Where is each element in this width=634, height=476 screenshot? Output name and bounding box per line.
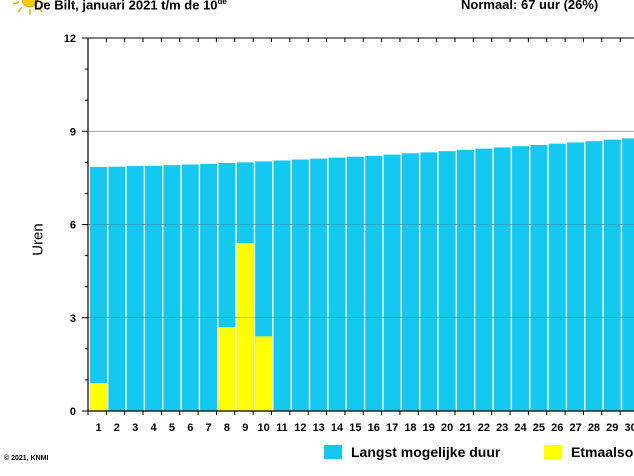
legend-item-max-duration: Langst mogelijke duur xyxy=(324,444,500,460)
x-tick-label: 15 xyxy=(349,422,361,434)
bar-max-duration xyxy=(145,165,163,411)
bar-max-duration xyxy=(291,159,309,411)
y-tick-labels: 0 3 6 9 12 xyxy=(64,33,76,418)
bar-max-duration xyxy=(126,166,144,411)
axes xyxy=(82,37,634,415)
x-tick-label: 28 xyxy=(588,422,600,434)
x-tick-label: 8 xyxy=(224,422,230,434)
bar-max-duration xyxy=(567,142,585,411)
x-tick-label: 6 xyxy=(187,422,193,434)
bar-max-duration xyxy=(548,143,566,411)
x-tick-label: 23 xyxy=(496,422,508,434)
legend-swatch-max-duration xyxy=(324,445,342,459)
bar-max-duration xyxy=(438,151,456,412)
x-tick-label: 9 xyxy=(242,422,248,434)
x-tick-label: 29 xyxy=(606,422,618,434)
bars xyxy=(88,131,634,412)
y-tick-label: 12 xyxy=(64,33,76,45)
x-tick-label: 25 xyxy=(533,422,545,434)
normal-value: Normaal: 67 uur (26%) xyxy=(461,0,599,12)
bar-max-duration xyxy=(383,154,401,411)
bar-max-duration xyxy=(163,165,181,411)
bar-max-duration xyxy=(585,141,603,412)
bar-max-duration xyxy=(273,160,291,411)
x-tick-label: 19 xyxy=(423,422,435,434)
bar-max-duration xyxy=(457,149,474,411)
x-tick-label: 4 xyxy=(150,422,157,434)
legend-item-daily-sunshine: Etmaalsom xyxy=(544,444,634,460)
legend-swatch-daily-sunshine xyxy=(544,445,562,459)
x-tick-label: 11 xyxy=(276,422,288,434)
y-tick-label: 9 xyxy=(70,126,76,138)
bar-daily-sunshine xyxy=(218,327,236,411)
x-tick-label: 13 xyxy=(313,422,325,434)
sun-icon xyxy=(12,0,48,15)
bar-max-duration xyxy=(346,156,364,411)
bar-max-duration xyxy=(622,138,634,411)
legend-label-max-duration: Langst mogelijke duur xyxy=(351,444,501,460)
bar-max-duration xyxy=(200,163,218,411)
x-tick-label: 3 xyxy=(132,422,138,434)
x-tick-label: 27 xyxy=(569,422,581,434)
bar-max-duration xyxy=(328,157,346,411)
x-tick-label: 1 xyxy=(95,422,101,434)
y-axis-label: Uren xyxy=(29,223,47,256)
y-tick-label: 6 xyxy=(70,220,76,232)
bar-daily-sunshine xyxy=(90,383,107,411)
bar-max-duration xyxy=(512,146,530,412)
bar-max-duration xyxy=(108,166,126,411)
y-tick-label: 3 xyxy=(70,313,76,325)
bar-max-duration xyxy=(420,152,438,412)
bar-max-duration xyxy=(90,166,107,411)
bar-daily-sunshine xyxy=(255,336,273,411)
x-tick-label: 5 xyxy=(169,422,175,434)
x-tick-label: 18 xyxy=(404,422,416,434)
bar-max-duration xyxy=(181,164,199,411)
x-tick-label: 22 xyxy=(478,422,490,434)
x-tick-label: 14 xyxy=(331,422,344,434)
y-tick-label: 0 xyxy=(70,406,76,418)
bar-max-duration xyxy=(603,139,621,411)
x-tick-label: 30 xyxy=(625,422,634,434)
bar-max-duration xyxy=(493,147,511,411)
bar-max-duration xyxy=(401,153,419,412)
bar-daily-sunshine xyxy=(236,243,254,411)
x-tick-label: 20 xyxy=(441,422,453,434)
x-tick-label: 21 xyxy=(459,422,471,434)
bar-max-duration xyxy=(530,144,548,411)
bar-max-duration xyxy=(365,155,383,411)
x-tick-label: 16 xyxy=(368,422,380,434)
x-tick-label: 17 xyxy=(386,422,398,434)
copyright: © 2021, KNMI xyxy=(4,455,49,462)
x-tick-label: 24 xyxy=(514,422,527,434)
x-tick-label: 26 xyxy=(551,422,563,434)
bar-max-duration xyxy=(310,158,328,411)
chart-title: De Bilt, januari 2021 t/m de 10de xyxy=(34,0,227,13)
bar-max-duration xyxy=(475,148,493,411)
x-tick-label: 10 xyxy=(258,422,270,434)
legend-label-daily-sunshine: Etmaalsom xyxy=(571,444,634,460)
x-tick-label: 12 xyxy=(294,422,306,434)
x-tick-labels: 1 2 3 4 5 6 7 8 9 10 11 12 13 14 15 16 17 18 19 20 21 22 23 24 2… xyxy=(95,422,634,434)
x-tick-label: 2 xyxy=(114,422,120,434)
x-tick-label: 7 xyxy=(206,422,212,434)
